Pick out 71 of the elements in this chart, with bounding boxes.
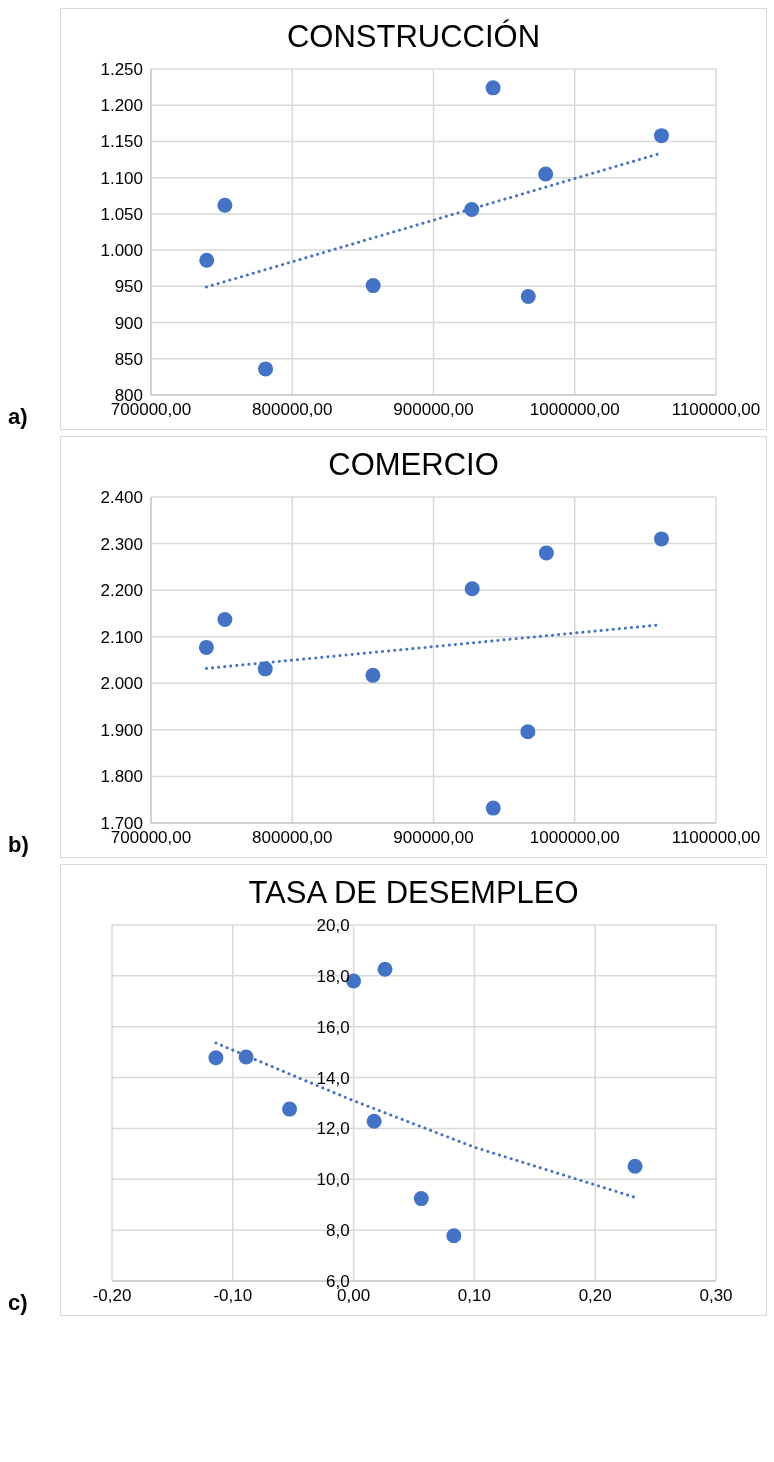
y-tick-label: 1.800: [100, 767, 143, 787]
y-tick-label: 1.900: [100, 720, 143, 740]
y-tick-label: 1.000: [100, 241, 143, 261]
y-tick-label: 18,0: [316, 966, 350, 986]
text: a): [8, 404, 29, 430]
point: [258, 361, 274, 377]
x-tick-label: -0,10: [213, 1286, 253, 1306]
y-tick-label: 20,0: [316, 916, 350, 935]
x-tick-label: 700000,00: [110, 828, 192, 848]
x-tick-label: 1100000,00: [671, 400, 761, 420]
point: [446, 1228, 462, 1244]
x-tick-label: 0,20: [578, 1286, 612, 1306]
x-tick-label: 0,10: [457, 1286, 491, 1306]
y-tick-label: 12,0: [316, 1119, 350, 1139]
y-tick-label: 2.300: [100, 534, 143, 554]
point: [538, 166, 554, 182]
point: [653, 128, 669, 144]
point: [217, 611, 233, 627]
x-tick-label: 1100000,00: [671, 828, 761, 848]
text: b): [8, 832, 30, 858]
y-tick-label: 8,0: [325, 1221, 350, 1241]
point: [520, 288, 536, 304]
x-tick-label: 700000,00: [110, 400, 192, 420]
x-tick-label: 800000,00: [252, 828, 333, 848]
line-series: [214, 1041, 637, 1199]
point: [653, 531, 669, 547]
point: [627, 1158, 643, 1174]
point: [485, 80, 501, 96]
x-tick-label: 900000,00: [393, 828, 474, 848]
point: [538, 545, 554, 561]
x-tick-label: 900000,00: [393, 400, 474, 420]
point: [282, 1101, 298, 1117]
point: [413, 1191, 429, 1207]
point: [366, 1113, 382, 1129]
y-tick-label: 16,0: [316, 1017, 350, 1037]
y-tick-label: 900: [114, 313, 143, 333]
y-tick-label: 1.250: [100, 60, 143, 79]
point: [464, 202, 480, 218]
y-tick-label: 950: [114, 277, 143, 297]
point: [377, 961, 393, 977]
y-tick-label: 2.100: [100, 627, 143, 647]
y-tick-label: 2.200: [100, 581, 143, 601]
x-tick-label: -0,20: [92, 1286, 132, 1306]
y-tick-label: 1.050: [100, 204, 143, 224]
x-tick-label: 800000,00: [252, 400, 333, 420]
text: c): [8, 1290, 29, 1316]
point: [520, 724, 536, 740]
point: [365, 667, 381, 683]
y-tick-label: 14,0: [316, 1068, 350, 1088]
point: [257, 661, 273, 677]
point: [198, 639, 214, 655]
y-tick-label: 850: [114, 349, 143, 369]
y-tick-label: 10,0: [316, 1170, 350, 1190]
x-tick-label: 1000000,00: [529, 400, 620, 420]
point: [485, 800, 501, 816]
y-tick-label: 1.150: [100, 132, 143, 152]
x-tick-label: 1000000,00: [529, 828, 620, 848]
y-tick-label: 2.400: [100, 488, 143, 507]
y-tick-label: 2.000: [100, 674, 143, 694]
point: [199, 252, 215, 268]
chart-title: TASA DE DESEMPLEO: [247, 875, 580, 911]
point: [464, 581, 480, 597]
chart-title: CONSTRUCCIÓN: [285, 19, 542, 55]
point: [217, 197, 233, 213]
point: [365, 278, 381, 294]
y-tick-label: 1.100: [100, 168, 143, 188]
x-tick-label: 0,30: [699, 1286, 733, 1306]
chart-title: COMERCIO: [327, 447, 500, 483]
y-tick-label: 1.200: [100, 96, 143, 116]
point: [208, 1050, 224, 1066]
point: [238, 1049, 254, 1065]
